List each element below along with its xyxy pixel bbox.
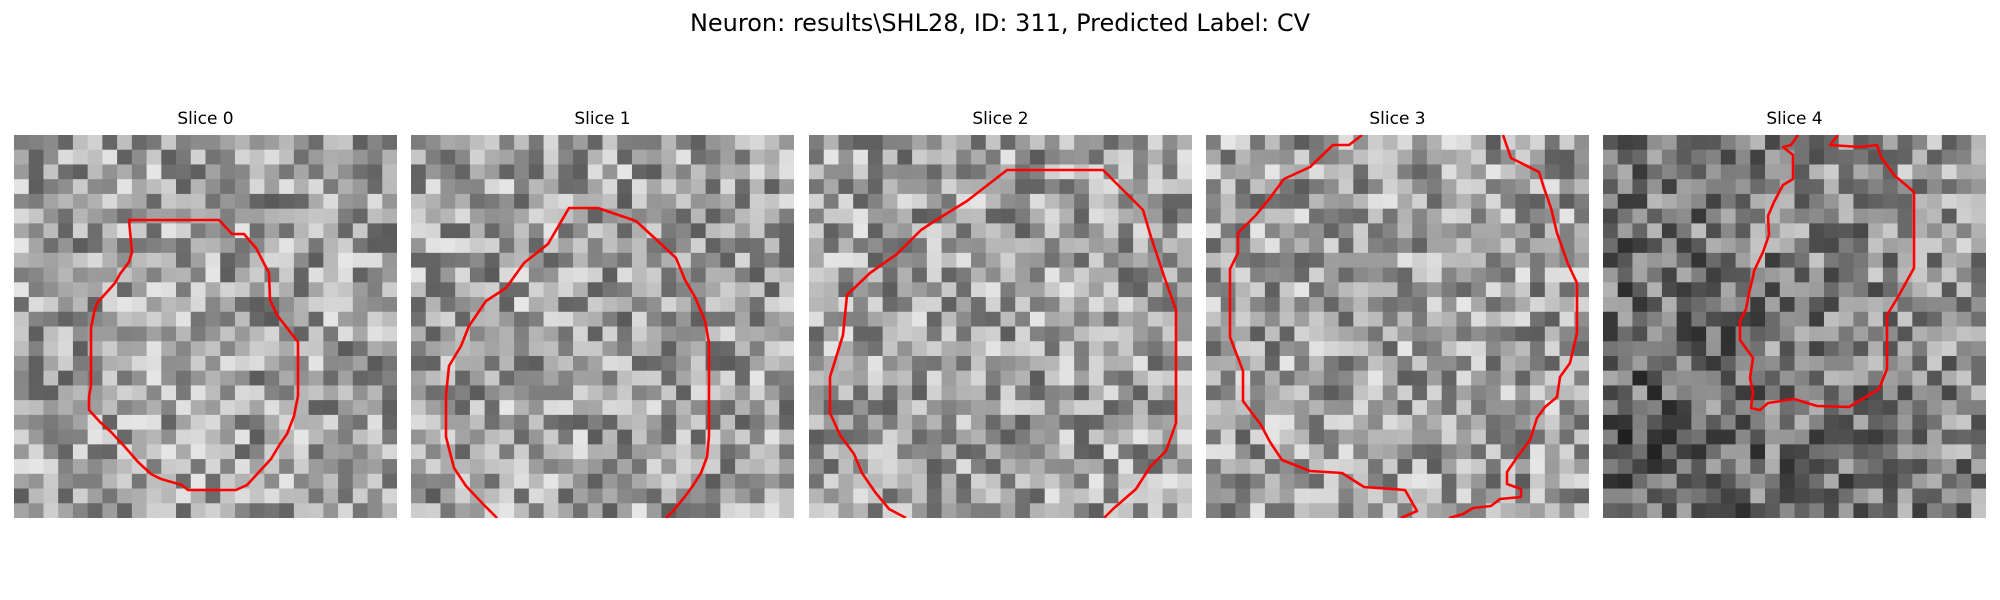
slice-image-1 — [411, 135, 794, 518]
slice-title-1: Slice 1 — [574, 109, 631, 129]
slice-pixels — [1206, 135, 1589, 518]
slice-svg-4 — [1603, 135, 1986, 518]
slice-panel-3: Slice 3 — [1206, 108, 1589, 518]
slice-title-0: Slice 0 — [177, 109, 234, 129]
slice-svg-1 — [411, 135, 794, 518]
slice-svg-3 — [1206, 135, 1589, 518]
slice-image-3 — [1206, 135, 1589, 518]
slice-panel-1: Slice 1 — [411, 108, 794, 518]
segmentation-contour-4 — [1738, 135, 1916, 412]
slice-title-3: Slice 3 — [1369, 109, 1426, 129]
slice-title-2: Slice 2 — [972, 109, 1029, 129]
slice-title-4: Slice 4 — [1766, 109, 1823, 129]
slice-panel-2: Slice 2 — [809, 108, 1192, 518]
segmentation-contour-2 — [828, 168, 1178, 518]
slice-svg-2 — [809, 135, 1192, 518]
slice-pixels — [809, 135, 1192, 518]
segmentation-contour-1 — [444, 206, 711, 518]
slice-image-4 — [1603, 135, 1986, 518]
figure-title: Neuron: results\SHL28, ID: 311, Predicte… — [689, 9, 1311, 37]
slice-image-2 — [809, 135, 1192, 518]
slice-svg-0 — [14, 135, 397, 518]
slice-pixels — [14, 135, 397, 518]
segmentation-contour-3a — [1228, 135, 1419, 518]
segmentation-contour-3b — [1448, 135, 1579, 518]
segmentation-contour-0 — [87, 218, 300, 492]
slice-image-0 — [14, 135, 397, 518]
slice-panel-0: Slice 0 — [14, 108, 397, 518]
slice-pixels — [1603, 135, 1986, 518]
slice-panel-4: Slice 4 — [1603, 108, 1986, 518]
